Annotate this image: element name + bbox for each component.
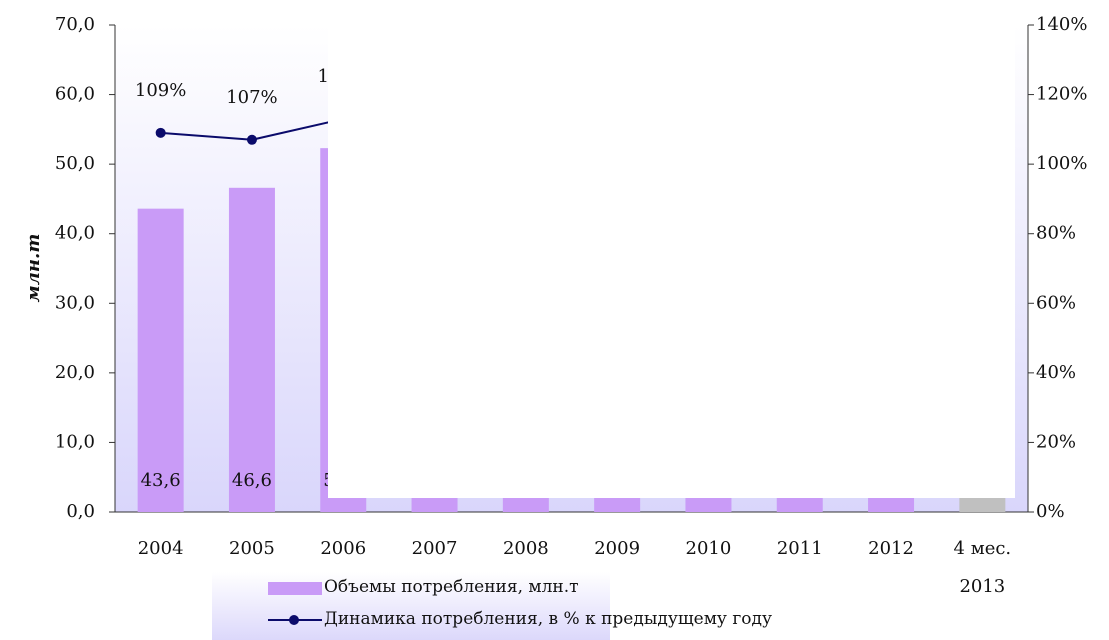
y2-tick-label: 0% bbox=[1036, 501, 1065, 522]
occluding-panel bbox=[328, 0, 1015, 498]
legend-swatch bbox=[268, 582, 322, 595]
x-tick-label: 2010 bbox=[685, 538, 732, 559]
x-tick-label: 2011 bbox=[776, 538, 823, 559]
line-marker bbox=[246, 134, 257, 145]
bar-stub bbox=[868, 498, 915, 512]
x-tick-label: 2006 bbox=[320, 538, 367, 559]
y-tick-label: 10,0 bbox=[55, 431, 95, 452]
x-tick-label: 2005 bbox=[229, 538, 275, 559]
bar-stub bbox=[685, 498, 732, 512]
y2-tick-label: 140% bbox=[1036, 14, 1087, 35]
bar-stub bbox=[776, 498, 823, 512]
x-tick-label: 2004 bbox=[137, 538, 184, 559]
y-tick-label: 50,0 bbox=[55, 153, 95, 174]
x-tick-label: 2007 bbox=[411, 538, 458, 559]
value-label: 107% bbox=[226, 87, 277, 108]
x-tick-label: 2012 bbox=[868, 538, 914, 559]
line-marker bbox=[155, 127, 166, 138]
bar-stub bbox=[502, 498, 549, 512]
legend-marker bbox=[289, 615, 299, 625]
bar-stub bbox=[594, 498, 641, 512]
y-tick-label: 40,0 bbox=[55, 223, 95, 244]
y-tick-label: 20,0 bbox=[55, 362, 95, 383]
bar bbox=[137, 208, 184, 512]
x-tick-label: 4 мес. 2013 bbox=[953, 538, 1012, 597]
bar bbox=[228, 187, 275, 512]
y-axis-title: млн.т bbox=[23, 234, 44, 303]
legend-label: Объемы потребления, млн.т bbox=[324, 577, 579, 597]
y2-tick-label: 40% bbox=[1036, 362, 1076, 383]
y-tick-label: 60,0 bbox=[55, 84, 95, 105]
y2-tick-label: 80% bbox=[1036, 223, 1076, 244]
bar-stub bbox=[959, 498, 1006, 512]
value-label: 46,6 bbox=[232, 470, 272, 491]
legend-label: Динамика потребления, в % к предыдущему … bbox=[324, 609, 772, 629]
legend: Объемы потребления, млн.т Динамика потреб… bbox=[212, 572, 772, 640]
y2-tick-label: 100% bbox=[1036, 153, 1087, 174]
value-label: 43,6 bbox=[141, 470, 181, 491]
x-tick-label: 2009 bbox=[594, 538, 641, 559]
y2-tick-label: 120% bbox=[1036, 84, 1087, 105]
y-tick-label: 70,0 bbox=[55, 14, 95, 35]
bar-stub bbox=[411, 498, 458, 512]
y2-tick-label: 60% bbox=[1036, 292, 1076, 313]
value-label: 109% bbox=[135, 80, 186, 101]
y-tick-label: 0,0 bbox=[66, 501, 95, 522]
y2-tick-label: 20% bbox=[1036, 431, 1076, 452]
x-tick-label: 2008 bbox=[502, 538, 549, 559]
y-tick-label: 30,0 bbox=[55, 292, 95, 313]
